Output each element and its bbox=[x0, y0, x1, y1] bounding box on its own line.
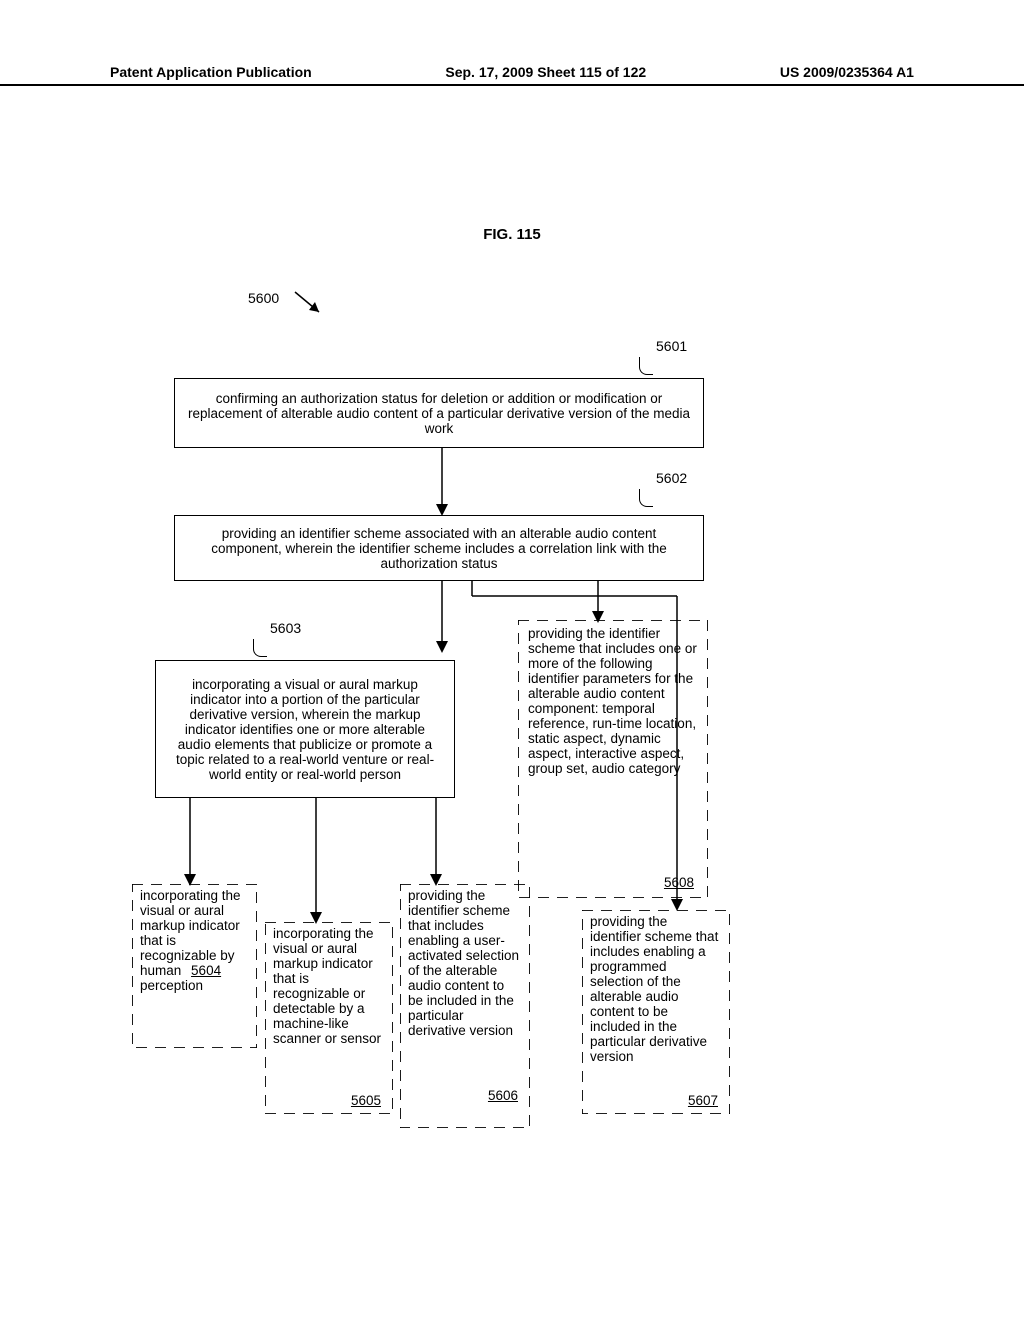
arrow-5603-5606 bbox=[430, 798, 442, 886]
box-5602-text: providing an identifier scheme associate… bbox=[187, 526, 691, 571]
ref-5603: 5603 bbox=[270, 620, 301, 636]
ref-5602: 5602 bbox=[656, 470, 687, 486]
arrow-5601-5602 bbox=[436, 448, 448, 516]
dash-5608 bbox=[518, 620, 708, 898]
hook-5603 bbox=[253, 639, 267, 657]
arrow-5602-5603 bbox=[436, 581, 448, 653]
header-right: US 2009/0235364 A1 bbox=[780, 64, 914, 106]
header-center: Sep. 17, 2009 Sheet 115 of 122 bbox=[445, 64, 646, 106]
box-5601-text: confirming an authorization status for d… bbox=[187, 391, 691, 436]
arrow-5603-5604 bbox=[184, 798, 196, 886]
box-5602: providing an identifier scheme associate… bbox=[174, 515, 704, 581]
ref-5601: 5601 bbox=[656, 338, 687, 354]
dash-5605 bbox=[265, 922, 393, 1114]
box-5601: confirming an authorization status for d… bbox=[174, 378, 704, 448]
box-5603: incorporating a visual or aural markup i… bbox=[155, 660, 455, 798]
figure-title: FIG. 115 bbox=[0, 226, 1024, 243]
page-header: Patent Application Publication Sep. 17, … bbox=[0, 84, 1024, 106]
flowchart: 5600 5601 confirming an authorization st… bbox=[140, 280, 885, 1170]
dash-5604 bbox=[132, 884, 257, 1048]
hook-5601 bbox=[639, 357, 653, 375]
arrow-5600 bbox=[295, 292, 335, 322]
header-left: Patent Application Publication bbox=[110, 64, 312, 106]
ref-5600: 5600 bbox=[248, 290, 279, 306]
dash-5606 bbox=[400, 884, 530, 1128]
hook-5602 bbox=[639, 489, 653, 507]
box-5603-text: incorporating a visual or aural markup i… bbox=[168, 677, 442, 782]
arrow-5603-5605 bbox=[310, 798, 322, 924]
dash-5607 bbox=[582, 910, 730, 1114]
